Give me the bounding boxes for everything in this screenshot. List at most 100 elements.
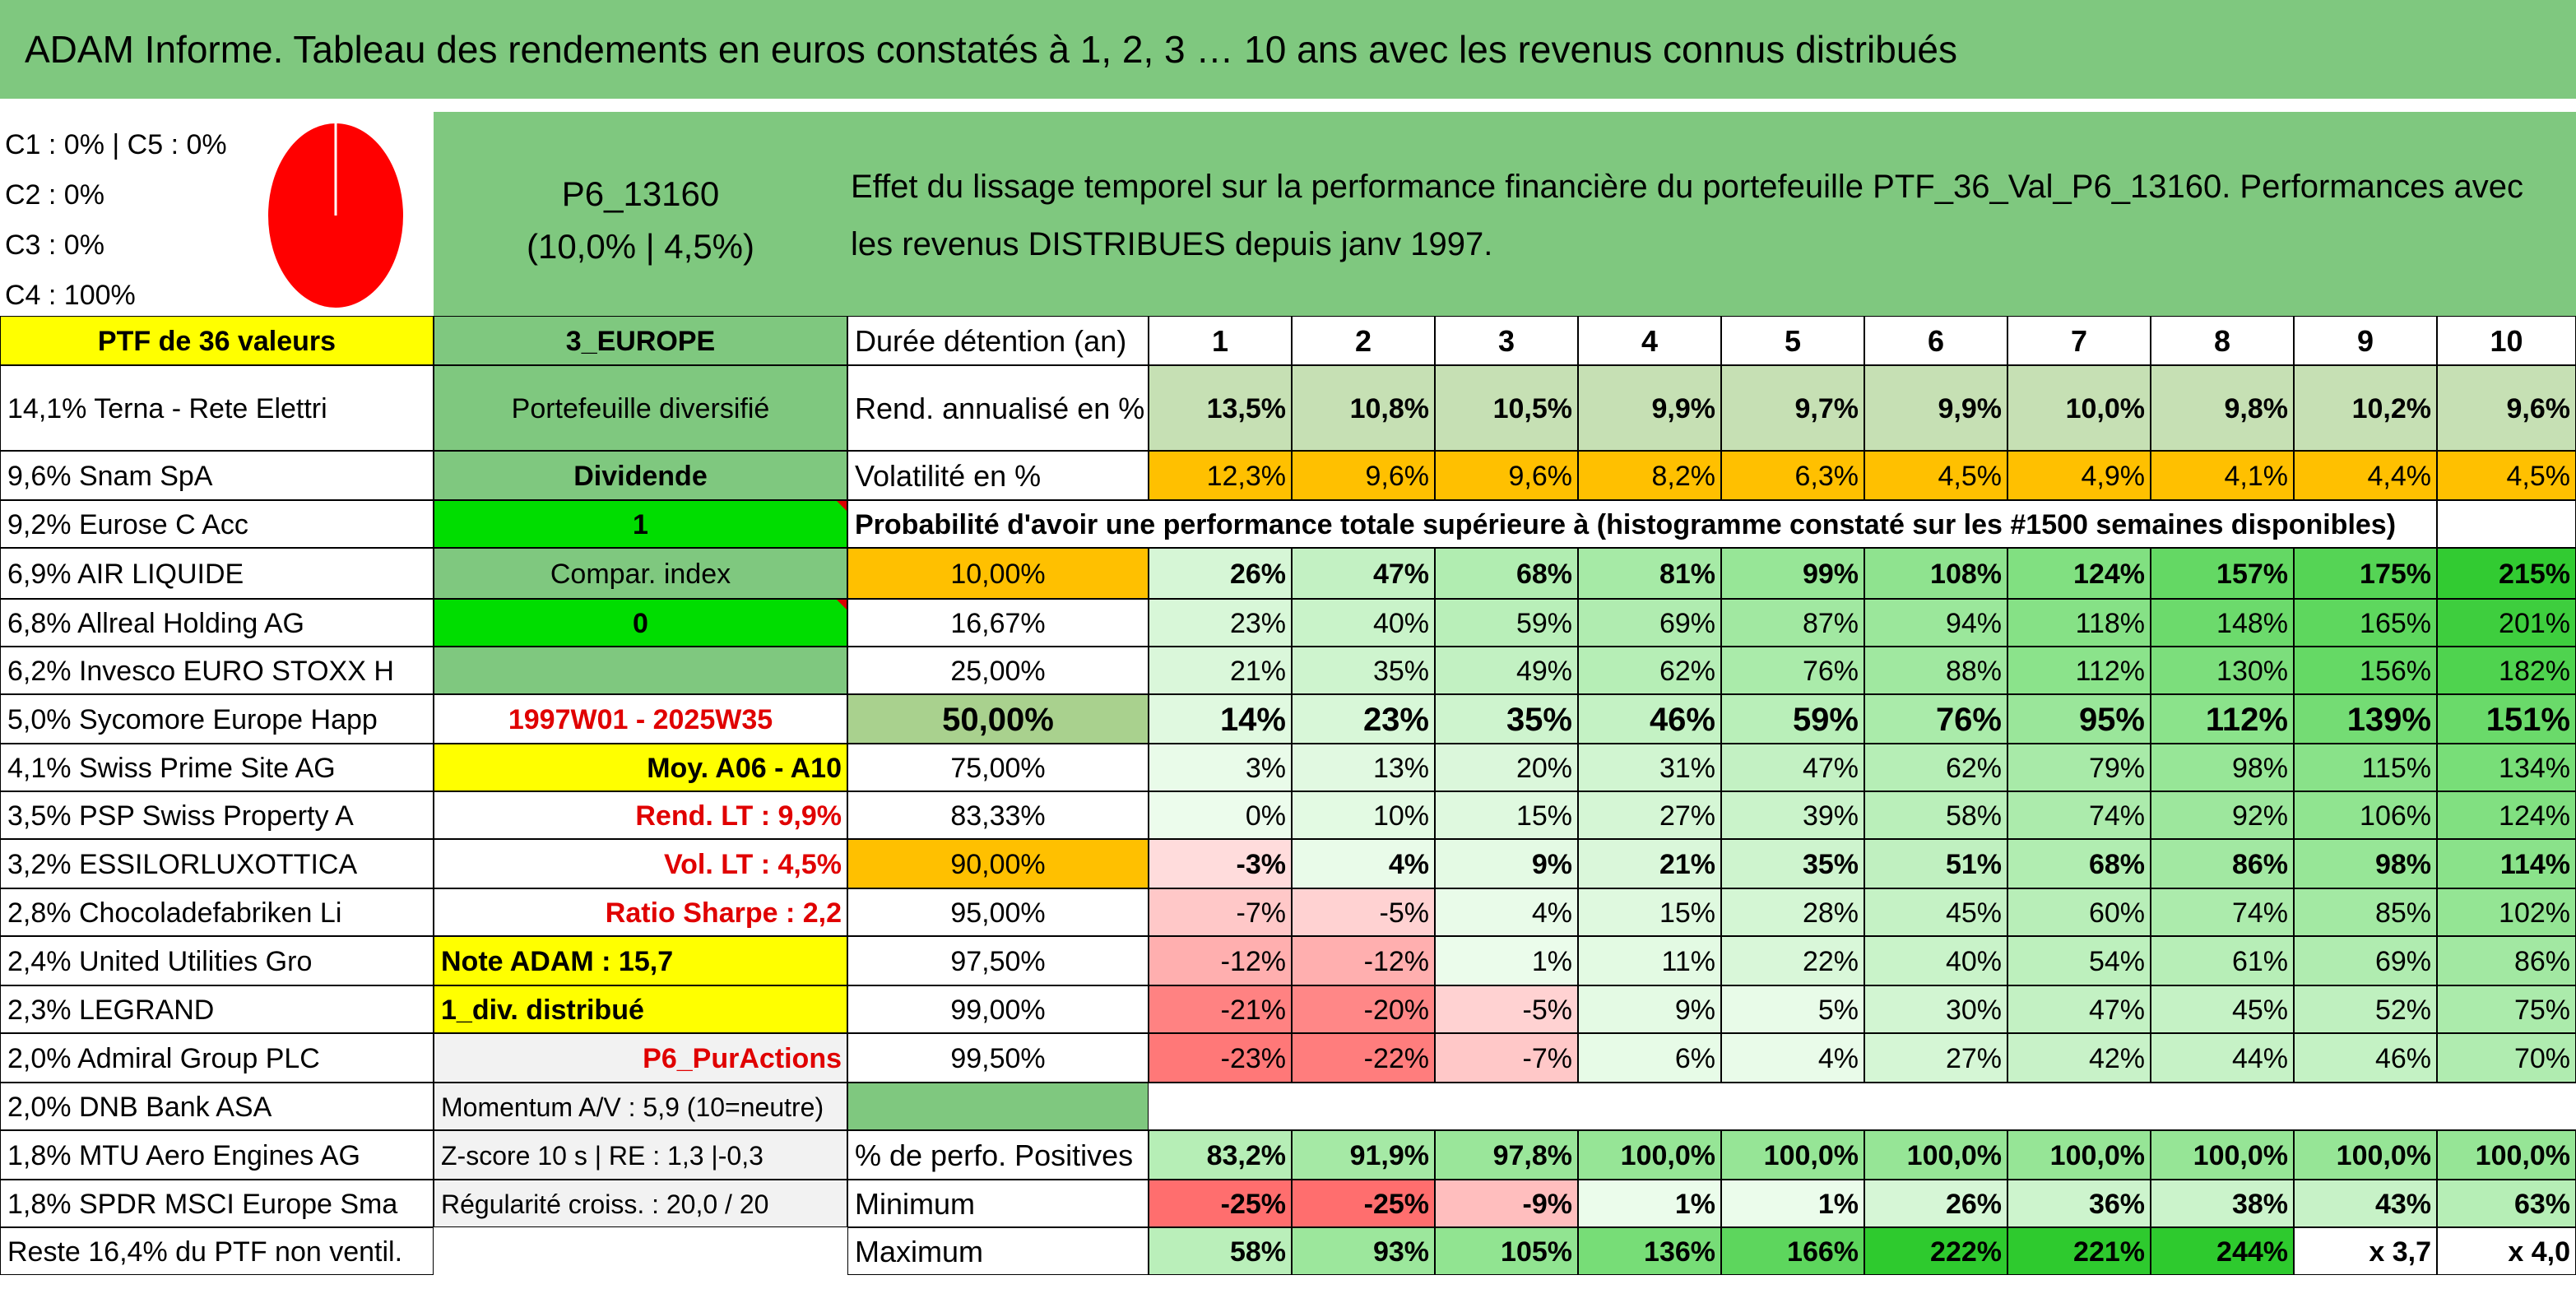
- prob-threshold: 97,50%: [847, 936, 1149, 985]
- rend-value: 10,8%: [1292, 365, 1435, 451]
- prob-value: 52%: [2294, 985, 2437, 1033]
- prob-value: 165%: [2294, 599, 2437, 647]
- prob-value: -7%: [1149, 888, 1292, 936]
- prob-value: -12%: [1292, 936, 1435, 985]
- prob-value: 156%: [2294, 647, 2437, 694]
- label-rend: Rend. annualisé en %: [847, 365, 1149, 451]
- prob-value: 86%: [2437, 936, 2576, 985]
- holding-row: 9,2% Eurose C Acc: [0, 500, 434, 548]
- prob-value: 112%: [2151, 694, 2294, 744]
- prob-value: -5%: [1435, 985, 1578, 1033]
- min-value: 43%: [2294, 1180, 2437, 1227]
- label-duree: Durée détention (an): [847, 316, 1149, 365]
- pos-value: 91,9%: [1292, 1130, 1435, 1180]
- max-value: 93%: [1292, 1227, 1435, 1275]
- pie-legend-line: C4 : 100%: [5, 280, 136, 311]
- prob-value: 40%: [1292, 599, 1435, 647]
- prob-threshold: 10,00%: [847, 548, 1149, 599]
- prob-value: 61%: [2151, 936, 2294, 985]
- max-value: 221%: [2007, 1227, 2151, 1275]
- info-cell: 1_div. distribué: [434, 985, 847, 1033]
- prob-value: 40%: [1864, 936, 2007, 985]
- prob-value: 114%: [2437, 839, 2576, 888]
- pos-value: 100,0%: [2437, 1130, 2576, 1180]
- prob-value: 9%: [1578, 985, 1721, 1033]
- holding-row: 9,6% Snam SpA: [0, 451, 434, 500]
- prob-value: 70%: [2437, 1033, 2576, 1083]
- prob-value: 86%: [2151, 839, 2294, 888]
- year-header: 4: [1578, 316, 1721, 365]
- prob-value: -22%: [1292, 1033, 1435, 1083]
- prob-value: 10%: [1292, 791, 1435, 839]
- info-cell: 3_EUROPE: [434, 316, 847, 365]
- prob-value: 98%: [2151, 744, 2294, 791]
- prob-threshold: 90,00%: [847, 839, 1149, 888]
- prob-value: 62%: [1578, 647, 1721, 694]
- rend-value: 9,7%: [1721, 365, 1864, 451]
- prob-value: 182%: [2437, 647, 2576, 694]
- year-header: 1: [1149, 316, 1292, 365]
- prob-value: 27%: [1864, 1033, 2007, 1083]
- info-cell: Régularité croiss. : 20,0 / 20: [434, 1180, 847, 1227]
- prob-value: 11%: [1578, 936, 1721, 985]
- pie-legend-line: C2 : 0%: [5, 179, 104, 211]
- min-value: 1%: [1578, 1180, 1721, 1227]
- prob-threshold: 99,00%: [847, 985, 1149, 1033]
- prob-value: 5%: [1721, 985, 1864, 1033]
- prob-value: 58%: [1864, 791, 2007, 839]
- holding-row: 4,1% Swiss Prime Site AG: [0, 744, 434, 791]
- holding-row: 2,8% Chocoladefabriken Li: [0, 888, 434, 936]
- prob-value: 54%: [2007, 936, 2151, 985]
- prob-value: 76%: [1864, 694, 2007, 744]
- label-pos: % de perfo. Positives: [847, 1130, 1149, 1180]
- prob-value: 51%: [1864, 839, 2007, 888]
- portfolio-code: P6_13160 (10,0% | 4,5%): [434, 112, 847, 316]
- info-cell: 1: [434, 500, 847, 548]
- pie-legend-line: C1 : 0% | C5 : 0%: [5, 129, 227, 160]
- year-header: 8: [2151, 316, 2294, 365]
- info-cell: Portefeuille diversifié: [434, 365, 847, 451]
- prob-value: 79%: [2007, 744, 2151, 791]
- info-cell: Vol. LT : 4,5%: [434, 839, 847, 888]
- prob-value: 4%: [1292, 839, 1435, 888]
- vol-value: 4,4%: [2294, 451, 2437, 500]
- rend-value: 9,6%: [2437, 365, 2576, 451]
- prob-value: -5%: [1292, 888, 1435, 936]
- info-cell: Ratio Sharpe : 2,2: [434, 888, 847, 936]
- holding-row: 14,1% Terna - Rete Elettri: [0, 365, 434, 451]
- prob-value: 9%: [1435, 839, 1578, 888]
- prob-threshold: 99,50%: [847, 1033, 1149, 1083]
- info-cell: Dividende: [434, 451, 847, 500]
- prob-value: 98%: [2294, 839, 2437, 888]
- prob-value: 42%: [2007, 1033, 2151, 1083]
- pie-legend-line: C3 : 0%: [5, 230, 104, 261]
- prob-value: 46%: [2294, 1033, 2437, 1083]
- year-header: 6: [1864, 316, 2007, 365]
- info-cell: Rend. LT : 9,9%: [434, 791, 847, 839]
- blank-row: [1149, 1083, 2576, 1130]
- info-cell: Note ADAM : 15,7: [434, 936, 847, 985]
- prob-value: 49%: [1435, 647, 1578, 694]
- prob-value: 44%: [2151, 1033, 2294, 1083]
- prob-value: 45%: [1864, 888, 2007, 936]
- header-band: [847, 112, 2576, 316]
- prob-header: Probabilité d'avoir une performance tota…: [847, 500, 2437, 548]
- prob-header-blank: [2437, 500, 2576, 548]
- vol-value: 4,1%: [2151, 451, 2294, 500]
- prob-value: 215%: [2437, 548, 2576, 599]
- prob-value: 118%: [2007, 599, 2151, 647]
- prob-value: 139%: [2294, 694, 2437, 744]
- rend-value: 10,2%: [2294, 365, 2437, 451]
- holding-row: 2,0% Admiral Group PLC: [0, 1033, 434, 1083]
- rend-value: 10,0%: [2007, 365, 2151, 451]
- year-header: 3: [1435, 316, 1578, 365]
- holding-row: 5,0% Sycomore Europe Happ: [0, 694, 434, 744]
- prob-value: 151%: [2437, 694, 2576, 744]
- vol-value: 4,5%: [2437, 451, 2576, 500]
- prob-value: 4%: [1435, 888, 1578, 936]
- prob-value: 69%: [2294, 936, 2437, 985]
- pos-value: 97,8%: [1435, 1130, 1578, 1180]
- holding-row: 3,2% ESSILORLUXOTTICA: [0, 839, 434, 888]
- prob-value: 92%: [2151, 791, 2294, 839]
- vol-value: 4,9%: [2007, 451, 2151, 500]
